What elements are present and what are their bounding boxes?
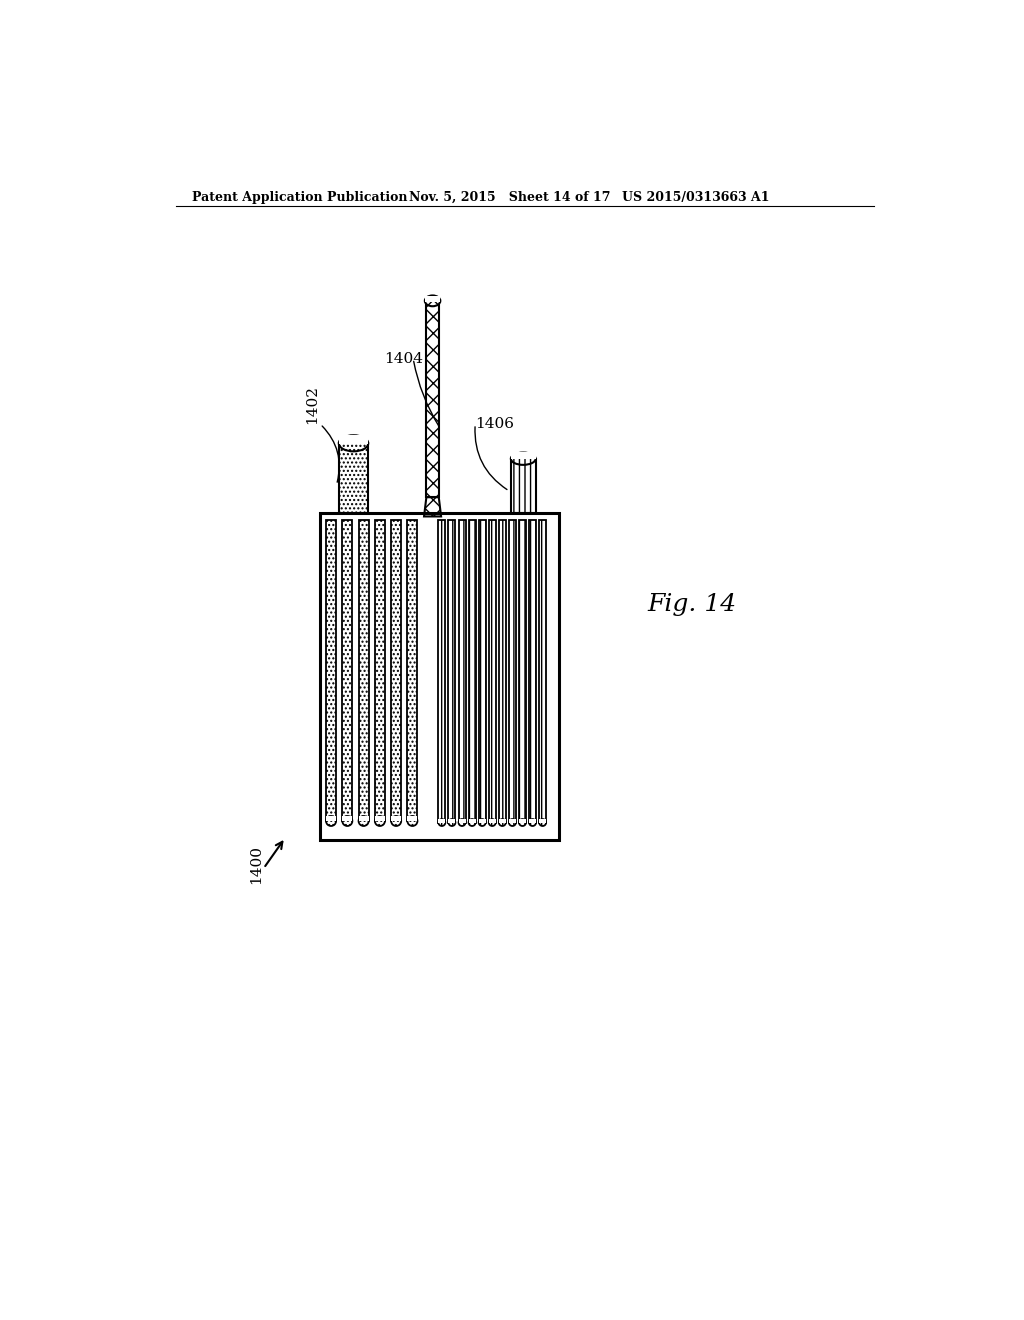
Bar (391, 816, 401, 821)
Ellipse shape (339, 436, 369, 451)
Ellipse shape (540, 818, 546, 826)
Bar (511, 459, 536, 512)
Bar (499, 520, 506, 822)
Ellipse shape (438, 818, 445, 826)
Bar (408, 520, 418, 821)
Bar (391, 520, 401, 821)
Polygon shape (424, 498, 441, 516)
Ellipse shape (342, 816, 352, 826)
Bar (509, 818, 516, 822)
Bar (529, 818, 536, 822)
Bar (425, 296, 440, 302)
Ellipse shape (391, 816, 401, 826)
Bar (540, 818, 546, 822)
Text: 1406: 1406 (475, 417, 514, 432)
Bar (519, 818, 526, 822)
Text: US 2015/0313663 A1: US 2015/0313663 A1 (623, 191, 770, 203)
Bar (408, 816, 418, 821)
Ellipse shape (509, 818, 516, 826)
Bar (358, 816, 369, 821)
Bar (339, 436, 369, 444)
Bar (540, 520, 546, 822)
Bar (469, 520, 475, 822)
Bar (478, 520, 485, 822)
Bar (478, 818, 485, 822)
Text: Patent Application Publication: Patent Application Publication (193, 191, 408, 203)
Bar (339, 444, 369, 512)
Text: Fig. 14: Fig. 14 (647, 594, 736, 616)
Text: 1402: 1402 (305, 385, 319, 424)
Bar (375, 816, 385, 821)
Bar (459, 520, 466, 822)
Text: 1400: 1400 (249, 845, 263, 884)
Ellipse shape (478, 818, 485, 826)
Bar (432, 512, 559, 840)
Ellipse shape (511, 453, 536, 465)
Bar (342, 520, 352, 821)
Bar (488, 520, 496, 822)
Bar (449, 818, 456, 822)
Ellipse shape (326, 816, 336, 826)
Ellipse shape (358, 816, 369, 826)
Ellipse shape (499, 818, 506, 826)
Bar (426, 301, 438, 498)
Bar (529, 520, 536, 822)
Bar (488, 818, 496, 822)
Text: 1404: 1404 (384, 351, 423, 366)
Ellipse shape (375, 816, 385, 826)
Bar (511, 451, 536, 459)
Bar (438, 520, 445, 822)
Bar (375, 520, 385, 821)
Bar (326, 520, 336, 821)
Bar (519, 520, 526, 822)
Bar (326, 816, 336, 821)
Bar (438, 818, 445, 822)
Ellipse shape (408, 816, 418, 826)
Ellipse shape (519, 818, 526, 826)
Bar (459, 818, 466, 822)
Bar (449, 520, 456, 822)
Bar (499, 818, 506, 822)
Bar (321, 512, 559, 840)
Ellipse shape (449, 818, 456, 826)
Ellipse shape (469, 818, 475, 826)
Bar (342, 816, 352, 821)
Text: Nov. 5, 2015   Sheet 14 of 17: Nov. 5, 2015 Sheet 14 of 17 (409, 191, 610, 203)
Bar (358, 520, 369, 821)
Bar (469, 818, 475, 822)
Bar (321, 512, 432, 840)
Ellipse shape (488, 818, 496, 826)
Bar (509, 520, 516, 822)
Ellipse shape (425, 296, 440, 306)
Ellipse shape (459, 818, 466, 826)
Ellipse shape (529, 818, 536, 826)
Bar (321, 512, 559, 840)
